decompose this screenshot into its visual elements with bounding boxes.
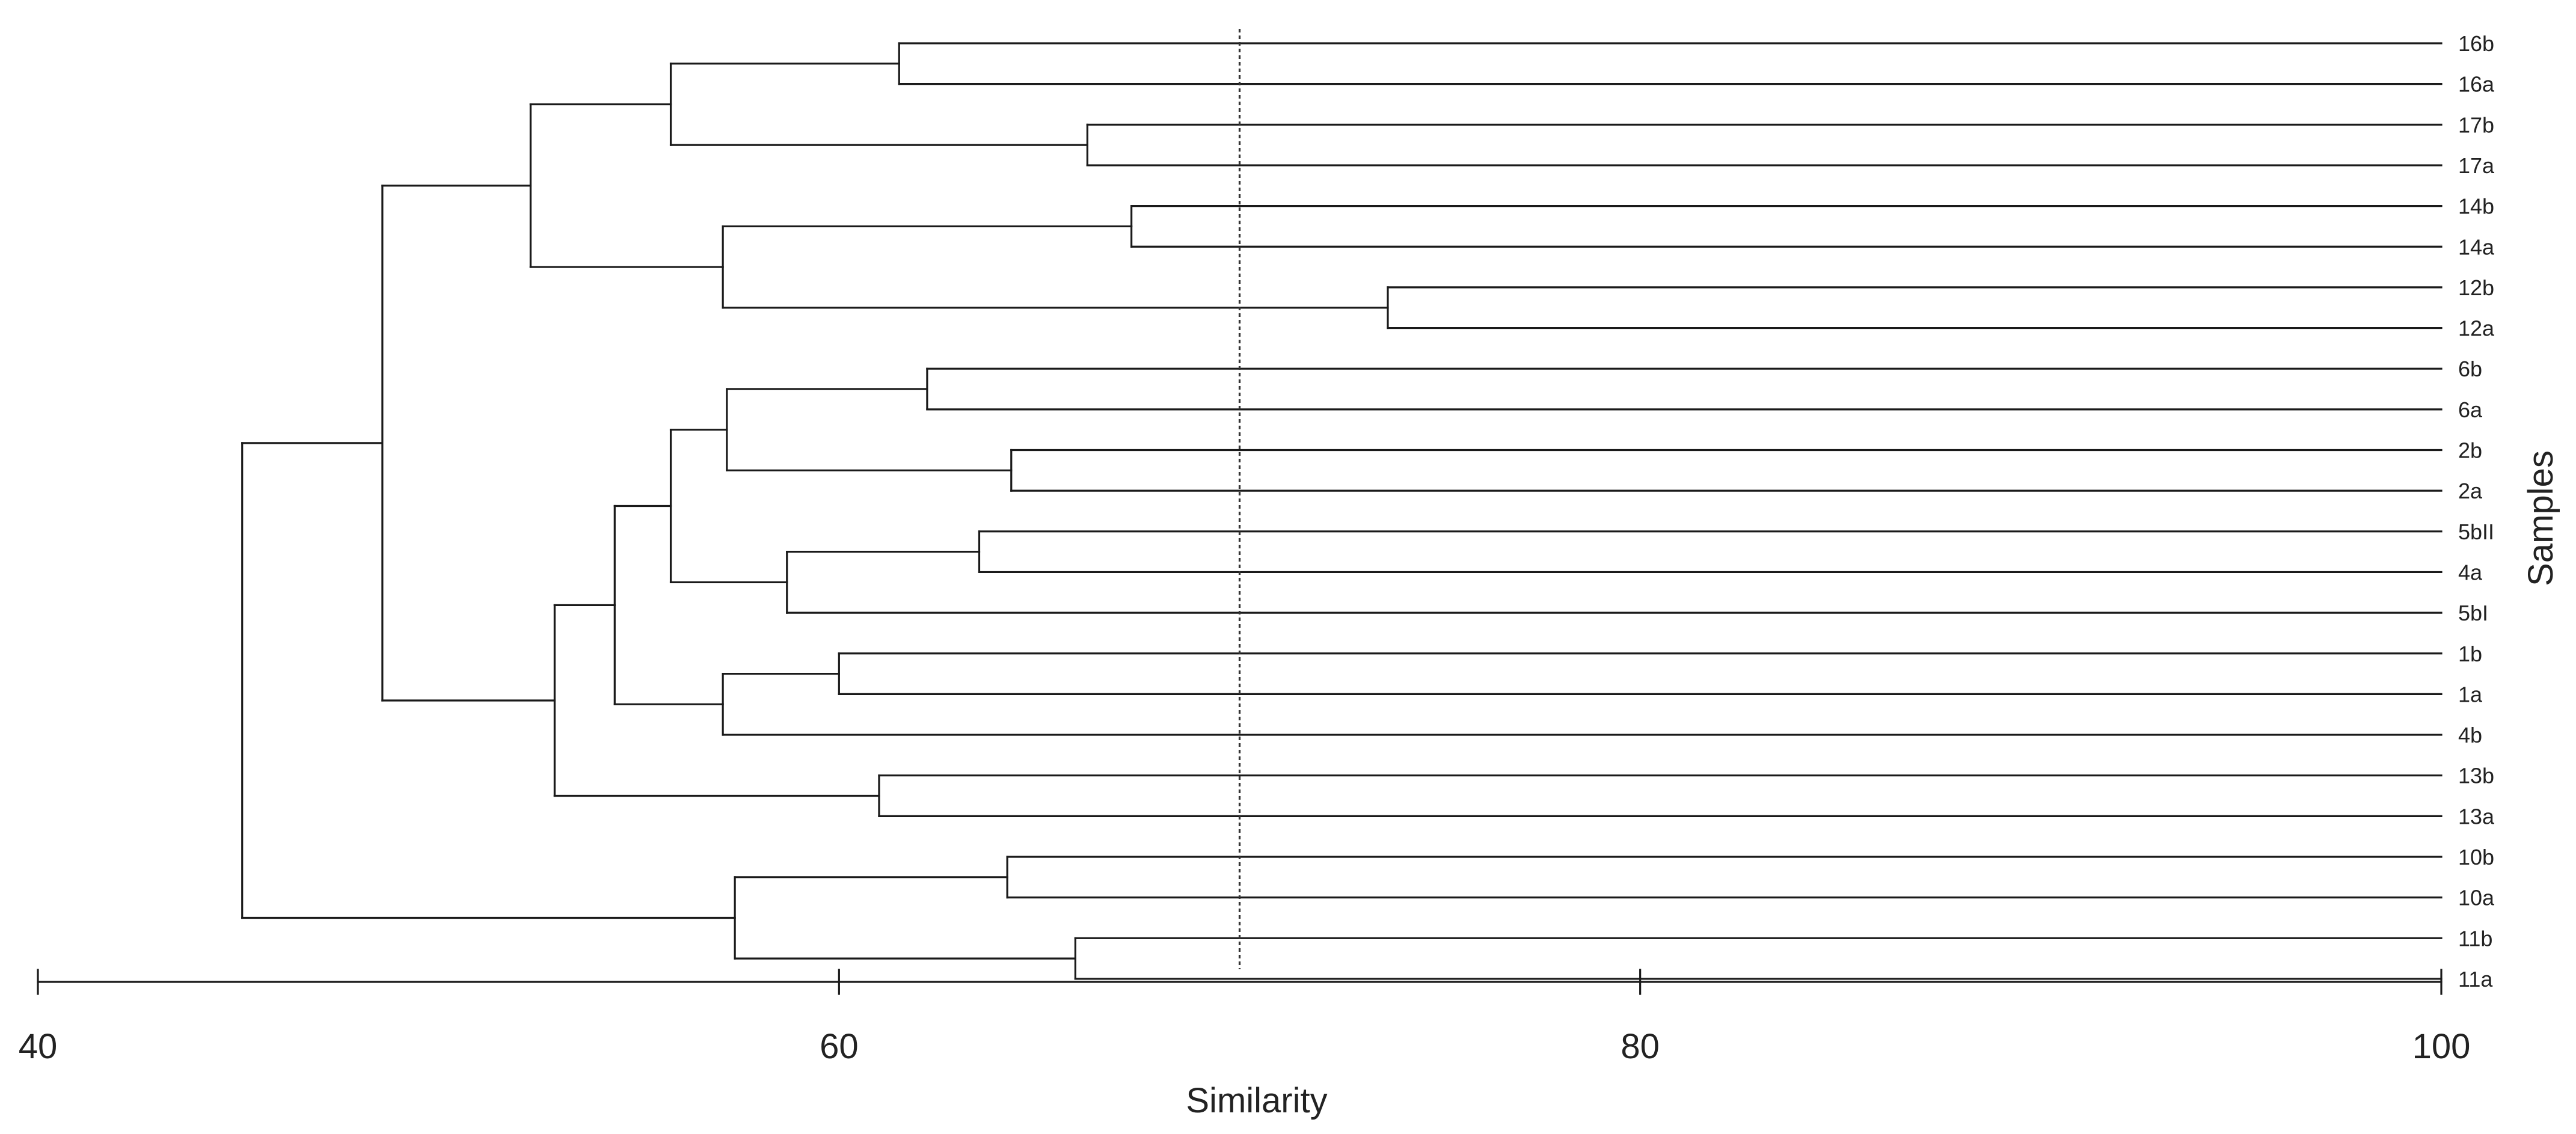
leaf-label-10a: 10a — [2458, 886, 2495, 910]
merge-m4 — [1387, 286, 2443, 329]
merge-m12 — [669, 63, 1088, 146]
merge-m13 — [722, 225, 1389, 309]
x-tick-label-100: 100 — [2412, 1027, 2471, 1066]
leaf-label-2b: 2b — [2458, 438, 2482, 463]
merge-m7 — [978, 530, 2443, 574]
y-axis-title: Samples — [2521, 450, 2560, 586]
merge-m16 — [786, 551, 2443, 614]
merge-m19 — [613, 504, 724, 705]
leaf-label-5bII: 5bII — [2458, 519, 2494, 544]
leaf-label-10b: 10b — [2458, 845, 2494, 869]
merge-m14 — [529, 103, 724, 268]
leaf-label-17a: 17a — [2458, 153, 2495, 178]
leaf-label-11b: 11b — [2458, 926, 2492, 951]
merge-m5 — [926, 367, 2443, 411]
merge-m3 — [1130, 205, 2443, 248]
merge-m17 — [669, 429, 788, 583]
leaf-label-11a: 11a — [2458, 967, 2493, 991]
leaf-label-16b: 16b — [2458, 31, 2494, 56]
merge-m11 — [1074, 937, 2443, 980]
merge-m20 — [553, 604, 880, 797]
leaf-label-17b: 17b — [2458, 112, 2494, 137]
leaf-label-12b: 12b — [2458, 275, 2494, 300]
leaf-label-12a: 12a — [2458, 316, 2495, 341]
merge-m9 — [878, 774, 2443, 817]
merge-m18 — [722, 672, 2443, 736]
merge-m23 — [241, 442, 736, 919]
leaf-label-13a: 13a — [2458, 804, 2495, 829]
x-tick-label-40: 40 — [19, 1027, 58, 1066]
merge-m21 — [381, 185, 556, 702]
merge-m22 — [734, 876, 1076, 960]
leaf-label-1a: 1a — [2458, 682, 2483, 706]
leaf-label-13b: 13b — [2458, 764, 2494, 788]
merge-m10 — [1006, 856, 2443, 899]
x-axis: 40 60 80 100 — [19, 969, 2471, 1066]
leaf-label-6a: 6a — [2458, 397, 2483, 422]
leaf-label-16a: 16a — [2458, 72, 2495, 97]
merge-m8 — [838, 652, 2443, 696]
x-tick-label-60: 60 — [820, 1027, 859, 1066]
merge-m6 — [1010, 449, 2443, 492]
leaf-label-14b: 14b — [2458, 194, 2494, 219]
leaf-label-4a: 4a — [2458, 560, 2483, 584]
merge-m15 — [726, 388, 1013, 471]
leaf-label-14a: 14a — [2458, 234, 2495, 259]
merge-m1 — [898, 42, 2443, 85]
merge-m2 — [1086, 123, 2443, 167]
leaf-label-5bI: 5bI — [2458, 601, 2488, 625]
x-tick-label-80: 80 — [1621, 1027, 1660, 1066]
leaf-label-6b: 6b — [2458, 357, 2482, 381]
leaf-label-1b: 1b — [2458, 642, 2482, 666]
leaf-label-2a: 2a — [2458, 479, 2483, 503]
dendrogram-links — [241, 42, 2443, 980]
leaf-label-4b: 4b — [2458, 723, 2482, 747]
x-axis-title: Similarity — [1186, 1081, 1327, 1120]
leaf-labels: 16b 16a 17b 17a 14b 14a 12b 12a 6b 6a 2b 2a 5bII 4a 5b… — [2458, 31, 2495, 991]
